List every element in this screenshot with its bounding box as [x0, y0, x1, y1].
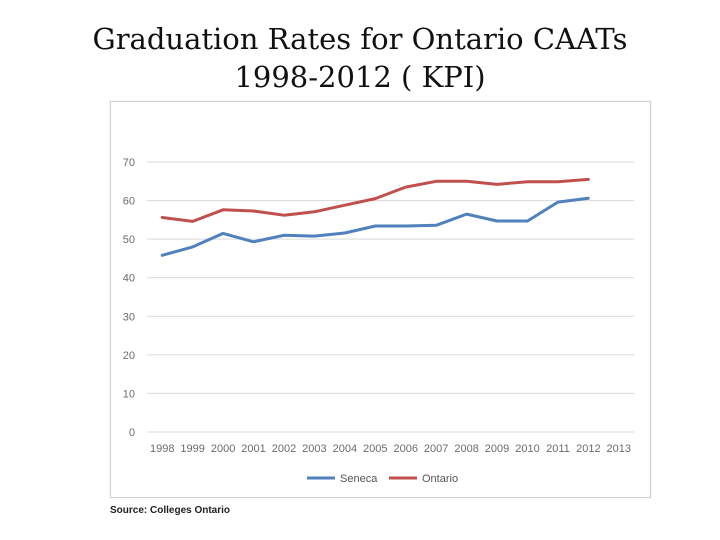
x-tick-label: 2004: [333, 443, 357, 455]
x-tick-label: 2010: [515, 443, 539, 455]
x-tick-label: 2001: [241, 443, 265, 455]
legend: Seneca Ontario: [307, 473, 458, 485]
x-tick-label: 2005: [363, 443, 387, 455]
x-tick-label: 1998: [150, 443, 174, 455]
title-line-1: Graduation Rates for Ontario CAATs: [92, 22, 628, 56]
legend-label-seneca: Seneca: [340, 473, 378, 485]
series-line-ontario: [160, 177, 590, 223]
line-chart: 0 10 20 30 40 50 60 70 1998 1999 2000 2001 2002 2003…: [123, 157, 634, 485]
y-tick-label: 40: [123, 273, 135, 285]
y-tick-label: 20: [123, 350, 135, 362]
y-tick-label: 70: [123, 157, 135, 169]
x-tick-label: 2008: [454, 443, 478, 455]
chart-container: 0 10 20 30 40 50 60 70 1998 1999 2000 2001 2002 2003…: [110, 101, 651, 498]
x-axis-ticks: 1998 1999 2000 2001 2002 2003 2004 2005 2006 2007…: [150, 443, 631, 455]
slide-title: Graduation Rates for Ontario CAATs 1998-…: [0, 20, 720, 96]
series-line-seneca: [160, 196, 590, 257]
legend-label-ontario: Ontario: [422, 473, 458, 485]
series-lines: [160, 177, 590, 257]
y-tick-label: 0: [129, 427, 135, 439]
x-tick-label: 2006: [393, 443, 417, 455]
x-tick-label: 2000: [211, 443, 235, 455]
x-tick-label: 2011: [546, 443, 570, 455]
title-line-2: 1998-2012 ( KPI): [234, 60, 486, 94]
source-note: Source: Colleges Ontario: [110, 505, 231, 516]
x-tick-label: 2007: [424, 443, 448, 455]
y-axis-ticks: 0 10 20 30 40 50 60 70: [123, 157, 135, 439]
x-tick-label: 2013: [607, 443, 631, 455]
gridlines: [147, 161, 634, 433]
x-tick-label: 2003: [302, 443, 326, 455]
x-tick-label: 1999: [180, 443, 204, 455]
y-tick-label: 10: [123, 388, 135, 400]
x-tick-label: 2002: [272, 443, 296, 455]
y-tick-label: 60: [123, 196, 135, 208]
x-tick-label: 2009: [485, 443, 509, 455]
y-tick-label: 50: [123, 234, 135, 246]
x-tick-label: 2012: [576, 443, 600, 455]
y-tick-label: 30: [123, 311, 135, 323]
